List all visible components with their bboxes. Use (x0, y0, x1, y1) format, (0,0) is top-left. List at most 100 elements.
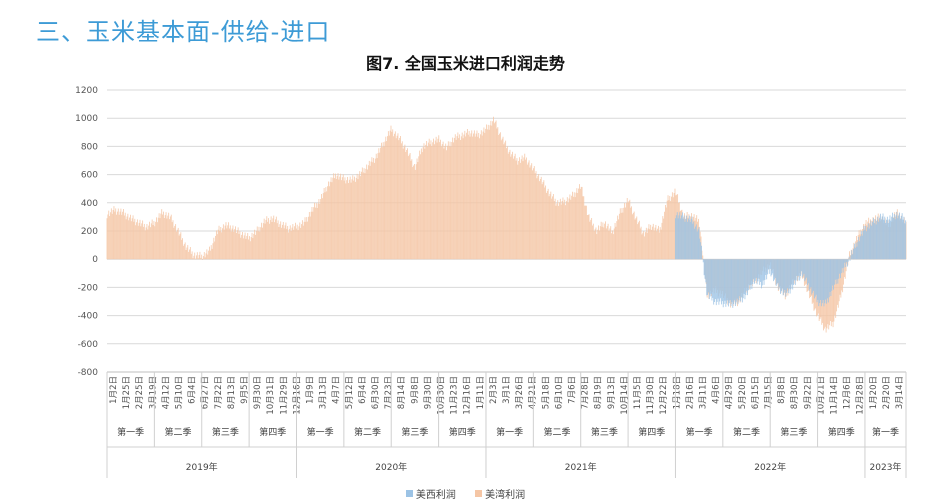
x-tick-label: 8月13日 (227, 376, 237, 409)
year-label: 2023年 (870, 461, 902, 473)
y-tick-label: 200 (81, 227, 98, 237)
quarter-label: 第二季 (354, 426, 381, 438)
x-tick-label: 3月1日 (502, 376, 512, 404)
x-tick-label: 6月4日 (188, 376, 198, 404)
x-tick-label: 3月13日 (319, 376, 329, 409)
x-tick-label: 12月28日 (856, 376, 866, 415)
x-tick-label: 11月29日 (279, 376, 289, 415)
y-tick-label: 0 (92, 255, 98, 265)
legend-item-west: 美西利润 (405, 486, 456, 501)
quarter-label: 第一季 (872, 426, 899, 438)
legend-swatch-west (405, 490, 413, 497)
quarter-label: 第二季 (165, 426, 192, 438)
quarter-label: 第三季 (780, 426, 807, 438)
x-tick-label: 9月30日 (253, 376, 263, 409)
quarter-label: 第三季 (591, 426, 618, 438)
legend-item-gulf: 美湾利润 (475, 486, 525, 501)
x-tick-label: 8月30日 (790, 376, 800, 409)
x-tick-label: 6月10日 (554, 376, 564, 409)
x-tick-label: 9月13日 (607, 376, 617, 409)
x-tick-label: 6月4日 (358, 376, 368, 404)
x-tick-label: 9月8日 (410, 376, 420, 404)
y-tick-label: -800 (78, 368, 99, 378)
x-tick-label: 3月19日 (148, 376, 158, 409)
x-tick-label: 9月30日 (423, 376, 433, 409)
x-tick-label: 10月21日 (816, 376, 826, 415)
section-title: 三、玉米基本面-供给-进口 (36, 18, 331, 46)
y-tick-label: -200 (78, 283, 99, 293)
x-tick-label: 7月22日 (214, 376, 224, 409)
x-tick-label: 7月23日 (384, 376, 394, 409)
quarter-label: 第三季 (212, 426, 239, 438)
quarter-label: 第一季 (117, 426, 144, 438)
legend-label-west: 美西利润 (415, 490, 456, 501)
y-tick-label: 800 (81, 142, 98, 152)
x-tick-label: 4月12日 (161, 376, 171, 409)
y-tick-label: 1200 (75, 86, 98, 96)
x-tick-label: 2月16日 (685, 376, 695, 409)
x-tick-label: 4月29日 (725, 376, 735, 409)
quarter-label: 第四季 (828, 426, 855, 438)
x-tick-label: 3月11日 (698, 376, 708, 409)
year-label: 2021年 (565, 461, 597, 473)
x-tick-label: 9月22日 (803, 376, 813, 409)
x-tick-label: 1月11日 (476, 376, 486, 409)
quarter-label: 第一季 (686, 426, 713, 438)
x-tick-label: 6月15日 (751, 376, 761, 409)
quarter-label: 第四季 (638, 426, 665, 438)
x-tick-label: 5月10日 (175, 376, 185, 409)
y-tick-label: 1000 (75, 114, 98, 124)
year-label: 2019年 (186, 461, 218, 473)
x-tick-label: 10月31日 (266, 376, 276, 415)
quarter-label: 第二季 (544, 426, 571, 438)
x-tick-label: 4月6日 (712, 376, 722, 404)
x-tick-label: 8月14日 (397, 376, 407, 409)
x-tick-label: 12月22日 (659, 376, 669, 415)
quarter-label: 第一季 (496, 426, 523, 438)
x-tick-label: 2月20日 (882, 376, 892, 409)
x-tick-label: 9月5日 (240, 376, 250, 404)
x-tick-label: 11月23日 (450, 376, 460, 415)
x-tick-label: 10月30日 (437, 376, 447, 415)
chart-svg: -800 -600 -400 -200 0 200 400 600 800 1000 1200 1月2… (75, 86, 907, 478)
x-tick-label: 1月9日 (306, 376, 316, 404)
legend-label-gulf: 美湾利润 (485, 490, 526, 501)
y-tick-label: 400 (81, 199, 98, 209)
y-tick-label: -400 (78, 312, 99, 322)
x-tick-label: 5月12日 (345, 376, 355, 409)
x-tick-label: 1月25日 (122, 376, 132, 409)
x-tick-label: 5月20日 (738, 376, 748, 409)
year-label: 2020年 (375, 461, 407, 473)
x-tick-label: 3月14日 (895, 376, 905, 409)
x-tick-label: 8月19日 (594, 376, 604, 409)
y-tick-label: -600 (78, 340, 99, 350)
x-tick-label: 5月18日 (541, 376, 551, 409)
quarter-label: 第四季 (449, 426, 476, 438)
x-tick-label: 12月16日 (463, 376, 473, 415)
x-tick-label: 7月15日 (764, 376, 774, 409)
year-label: 2022年 (754, 461, 786, 473)
quarter-label: 第一季 (307, 426, 334, 438)
x-tick-label: 11月5日 (633, 376, 643, 409)
x-tick-label: 10月14日 (620, 376, 630, 415)
x-tick-label: 12月16日 (292, 376, 302, 415)
quarter-label: 第二季 (733, 426, 760, 438)
chart-title: 图7. 全国玉米进口利润走势 (366, 54, 565, 73)
x-tick-label: 3月26日 (515, 376, 525, 409)
x-tick-label: 1月20日 (869, 376, 879, 409)
x-tick-label: 11月30日 (646, 376, 656, 415)
quarter-label: 第三季 (401, 426, 428, 438)
x-tick-label: 1月2日 (109, 376, 119, 404)
legend: 美西利润 美湾利润 (0, 486, 931, 501)
y-tick-label: 600 (81, 171, 98, 181)
x-tick-label: 7月6日 (567, 376, 577, 404)
x-tick-label: 12月6日 (843, 376, 853, 409)
x-tick-label: 7月28日 (581, 376, 591, 409)
x-tick-label: 2月25日 (135, 376, 145, 409)
x-tick-label: 6月30日 (371, 376, 381, 409)
x-tick-label: 1月18日 (672, 376, 682, 409)
x-tick-label: 2月3日 (489, 376, 499, 404)
x-tick-label: 11月14日 (829, 376, 839, 415)
legend-swatch-gulf (475, 490, 483, 497)
quarter-label: 第四季 (259, 426, 286, 438)
